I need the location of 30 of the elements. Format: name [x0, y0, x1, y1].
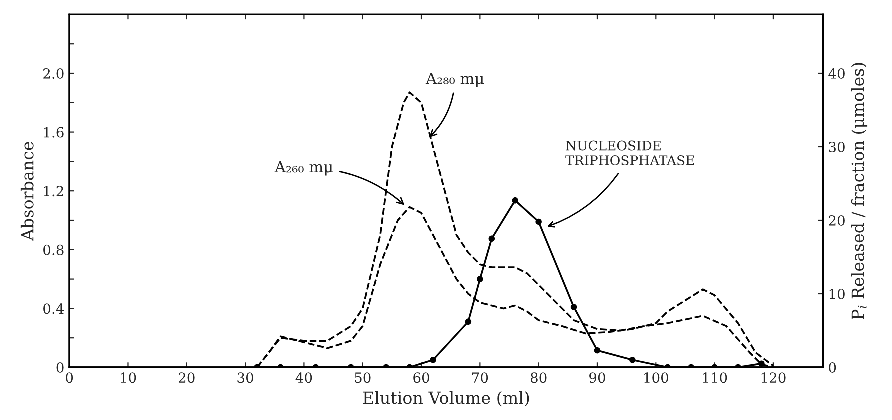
- x-tick-label: 20: [178, 372, 195, 384]
- y2-tick-label: 20: [829, 215, 845, 226]
- y-tick-label: 1.6: [44, 127, 64, 138]
- x-tick-label: 30: [238, 372, 254, 384]
- y-tick-label: 1.2: [44, 186, 64, 197]
- y-tick-label: 0: [56, 362, 64, 373]
- y-tick-label: 0.8: [44, 244, 64, 256]
- y2-tick-label: 40: [828, 68, 845, 79]
- x-tick-label: 110: [703, 372, 728, 384]
- x-tick-label: 60: [414, 372, 430, 384]
- x-tick-label: 90: [590, 372, 606, 384]
- x-tick-label: 80: [530, 372, 547, 384]
- x-tick-label: 120: [762, 372, 786, 384]
- y2-tick-label: 10: [830, 288, 845, 300]
- y-tick-label: 2.0: [44, 68, 64, 79]
- y-axis-title: Absorbance: [20, 142, 34, 242]
- x-tick-label: 0: [66, 372, 74, 384]
- y2-tick-label: 0: [829, 362, 836, 373]
- y2-tick-label: 30: [829, 142, 845, 152]
- y2-axis-title: P$_{i}$ Released / fraction (μmoles): [851, 63, 868, 320]
- x-tick-label: 70: [472, 372, 488, 384]
- x-axis-title: Elution Volume (ml): [363, 391, 530, 407]
- x-tick-label: 10: [121, 372, 136, 384]
- annotation: A₂₆₀ mμ: [274, 161, 334, 176]
- x-tick-label: 40: [296, 372, 312, 384]
- y-tick-label: 0.4: [44, 304, 64, 314]
- x-tick-label: 100: [644, 372, 668, 384]
- annotation: A₂₈₀ mμ: [426, 72, 484, 88]
- annotation: NUCLEOSIDE TRIPHOSPHATASE: [566, 140, 694, 166]
- x-tick-label: 50: [355, 372, 371, 384]
